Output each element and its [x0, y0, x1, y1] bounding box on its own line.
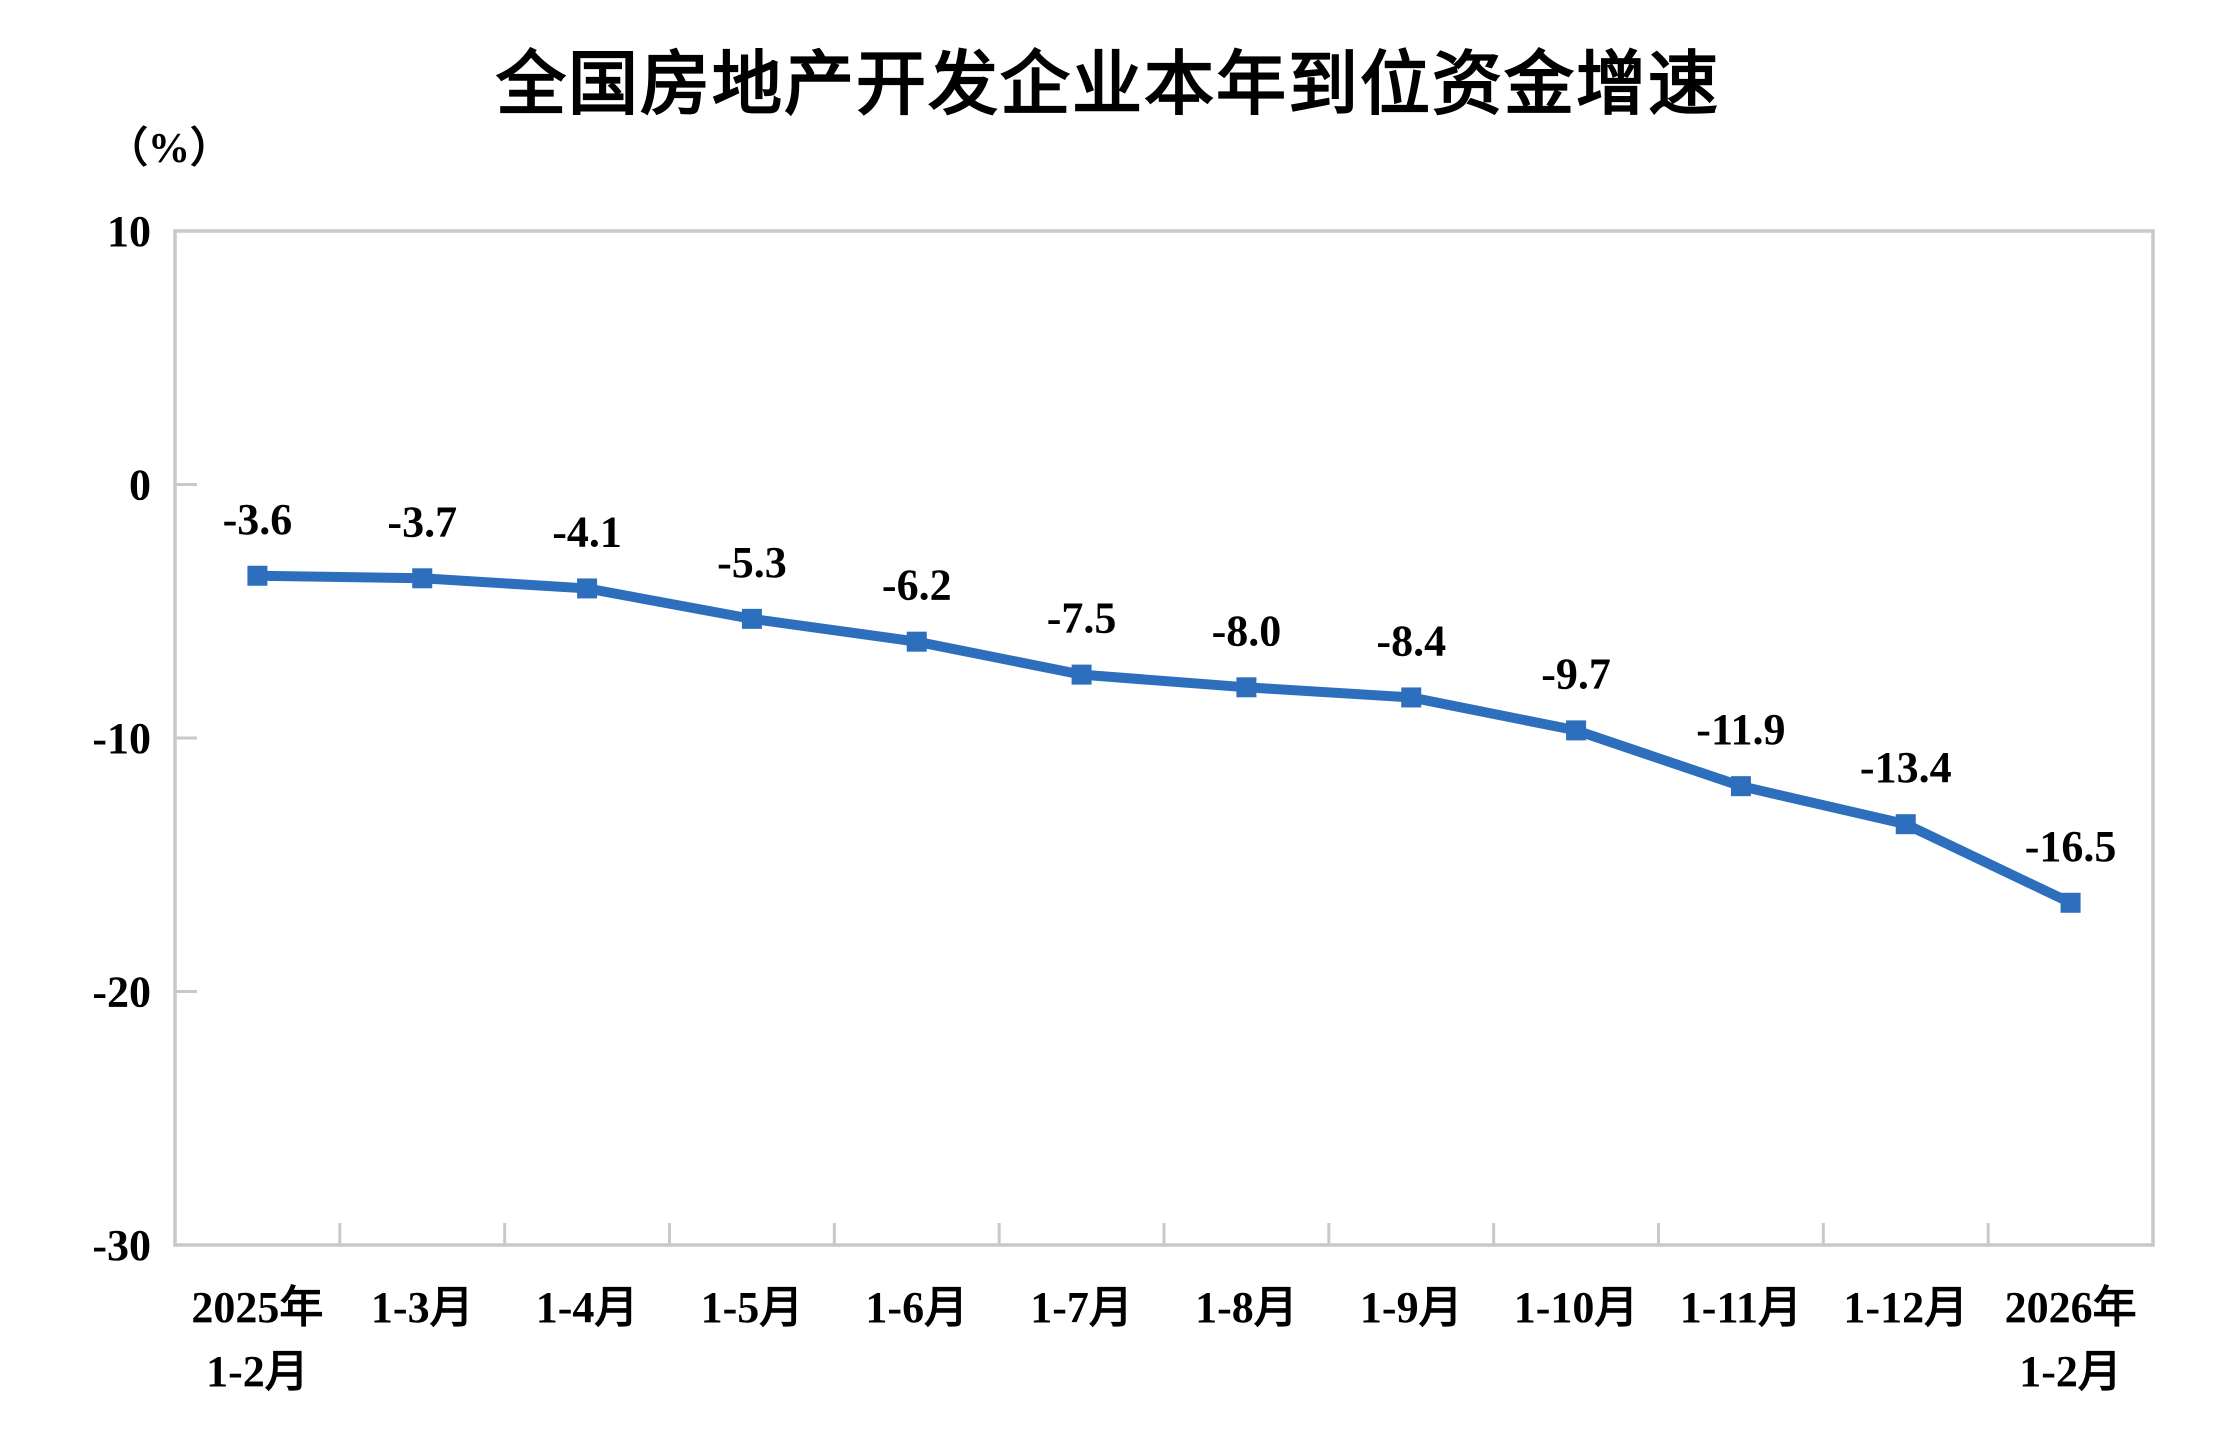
- plot-border: [173, 229, 2155, 1247]
- data-point-label: -3.6: [223, 495, 293, 544]
- data-point-label: -9.7: [1541, 649, 1611, 698]
- y-tick-label: 10: [107, 207, 151, 256]
- data-point-marker: [741, 608, 762, 629]
- y-tick-label: 0: [129, 461, 151, 510]
- data-point-label: -7.5: [1047, 594, 1117, 643]
- x-tick-label: 1-11月: [1680, 1283, 1802, 1332]
- x-tick-label: 1-10月: [1514, 1283, 1639, 1332]
- data-point-marker: [1236, 677, 1257, 698]
- data-point-label: -8.0: [1212, 606, 1282, 655]
- trend-line: [252, 570, 2076, 908]
- data-point-marker: [1566, 720, 1587, 741]
- y-axis-unit-label: （%）: [106, 126, 233, 172]
- data-point-marker: [577, 578, 598, 599]
- data-point-label: -11.9: [1696, 705, 1785, 754]
- data-point-label: -13.4: [1860, 743, 1952, 792]
- y-tick-label: -30: [92, 1221, 151, 1270]
- x-tick-label: 1-9月: [1360, 1283, 1463, 1332]
- data-point-marker: [1730, 776, 1751, 797]
- x-tick-label: 2026年 1-2月: [2005, 1283, 2137, 1396]
- x-tick-label: 1-3月: [371, 1283, 474, 1332]
- data-point-marker: [906, 631, 927, 652]
- data-point-marker: [1895, 814, 1916, 835]
- data-point-label: -3.7: [387, 497, 457, 546]
- y-tick-label: -20: [92, 968, 151, 1017]
- data-point-label: -16.5: [2025, 822, 2117, 871]
- data-point-marker: [412, 568, 433, 589]
- x-tick-label: 1-7月: [1030, 1283, 1133, 1332]
- x-tick-label: 1-6月: [865, 1283, 968, 1332]
- data-point-marker: [1071, 664, 1092, 685]
- x-tick-label: 1-8月: [1195, 1283, 1298, 1332]
- data-point-label: -8.4: [1376, 616, 1446, 665]
- y-tick-label: -10: [92, 714, 151, 763]
- x-tick-label: 2025年 1-2月: [191, 1283, 323, 1396]
- x-tick-label: 1-4月: [536, 1283, 639, 1332]
- data-point-label: -5.3: [717, 538, 787, 587]
- data-point-marker: [1401, 687, 1422, 708]
- chart-title: 全国房地产开发企业本年到位资金增速: [496, 45, 1720, 123]
- x-tick-label: 1-5月: [701, 1283, 804, 1332]
- x-tick-label: 1-12月: [1843, 1283, 1968, 1332]
- data-point-marker: [2060, 892, 2081, 913]
- data-point-marker: [247, 565, 268, 586]
- data-point-label: -6.2: [882, 561, 952, 610]
- data-point-label: -4.1: [552, 507, 622, 556]
